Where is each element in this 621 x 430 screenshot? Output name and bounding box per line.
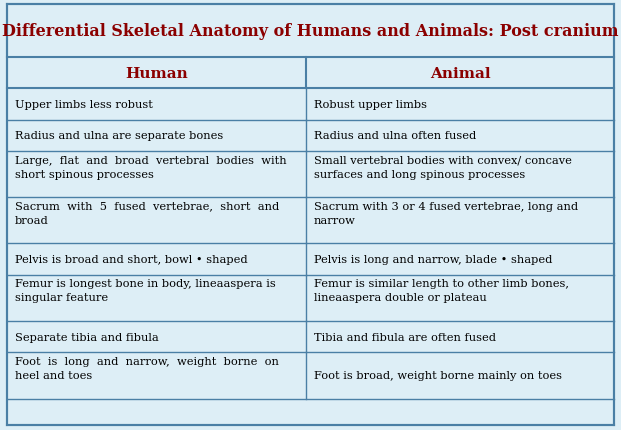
- Text: Pelvis is long and narrow, blade • shaped: Pelvis is long and narrow, blade • shape…: [314, 255, 552, 264]
- Text: Radius and ulna are separate bones: Radius and ulna are separate bones: [15, 131, 223, 141]
- Text: Large,  flat  and  broad  vertebral  bodies  with
short spinous processes: Large, flat and broad vertebral bodies w…: [15, 155, 286, 179]
- Text: Femur is longest bone in body, lineaaspera is
singular feature: Femur is longest bone in body, lineaaspe…: [15, 279, 276, 303]
- Text: Femur is similar length to other limb bones,
lineaaspera double or plateau: Femur is similar length to other limb bo…: [314, 279, 569, 303]
- Text: Pelvis is broad and short, bowl • shaped: Pelvis is broad and short, bowl • shaped: [15, 255, 248, 264]
- Text: Foot  is  long  and  narrow,  weight  borne  on
heel and toes: Foot is long and narrow, weight borne on…: [15, 356, 279, 380]
- Text: Sacrum  with  5  fused  vertebrae,  short  and
broad: Sacrum with 5 fused vertebrae, short and…: [15, 201, 279, 225]
- Text: Radius and ulna often fused: Radius and ulna often fused: [314, 131, 476, 141]
- Text: Small vertebral bodies with convex/ concave
surfaces and long spinous processes: Small vertebral bodies with convex/ conc…: [314, 155, 572, 179]
- Text: Foot is broad, weight borne mainly on toes: Foot is broad, weight borne mainly on to…: [314, 371, 562, 381]
- Text: Human: Human: [125, 67, 188, 80]
- Text: Tibia and fibula are often fused: Tibia and fibula are often fused: [314, 332, 496, 342]
- Text: Animal: Animal: [430, 67, 491, 80]
- Text: Upper limbs less robust: Upper limbs less robust: [15, 100, 153, 110]
- Text: Sacrum with 3 or 4 fused vertebrae, long and
narrow: Sacrum with 3 or 4 fused vertebrae, long…: [314, 201, 578, 225]
- Text: Differential Skeletal Anatomy of Humans and Animals: Post cranium: Differential Skeletal Anatomy of Humans …: [2, 23, 619, 40]
- Text: Separate tibia and fibula: Separate tibia and fibula: [15, 332, 158, 342]
- Text: Robust upper limbs: Robust upper limbs: [314, 100, 427, 110]
